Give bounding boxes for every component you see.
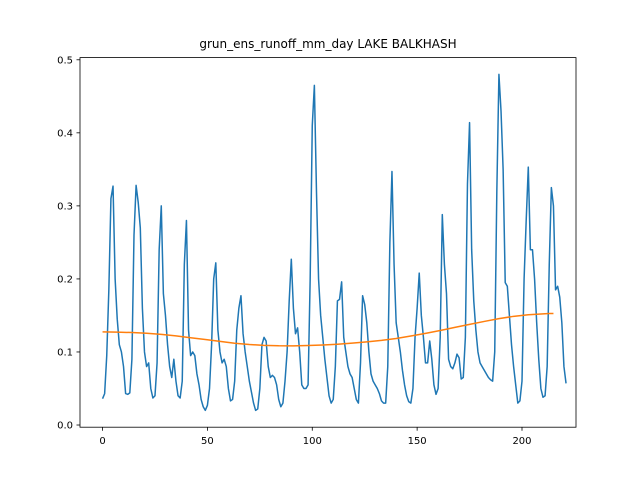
x-tick-label: 0 [99, 436, 105, 447]
y-tick-label: 0.4 [57, 128, 73, 139]
x-tick-label: 50 [201, 436, 214, 447]
y-axis: 0.0 0.1 0.2 0.3 0.4 0.5 [57, 55, 80, 432]
axes-frame [79, 57, 577, 428]
x-tick-label: 100 [303, 436, 322, 447]
chart-title: grun_ens_runoff_mm_day LAKE BALKHASH [199, 37, 456, 51]
plot-area: 0 50 100 150 200 0.0 0.1 0.2 0.3 0.4 0.5 [57, 55, 577, 447]
y-tick-label: 0.2 [57, 274, 73, 285]
y-tick-label: 0.0 [57, 421, 73, 432]
series-line-1 [101, 73, 567, 412]
y-tick-label: 0.5 [57, 55, 73, 66]
x-tick-label: 200 [512, 436, 531, 447]
x-axis: 0 50 100 150 200 [99, 427, 532, 447]
x-tick-label: 150 [408, 436, 427, 447]
y-tick-label: 0.1 [57, 347, 73, 358]
series-layer [101, 73, 567, 412]
y-tick-label: 0.3 [57, 201, 73, 212]
series-line-2 [102, 312, 554, 347]
